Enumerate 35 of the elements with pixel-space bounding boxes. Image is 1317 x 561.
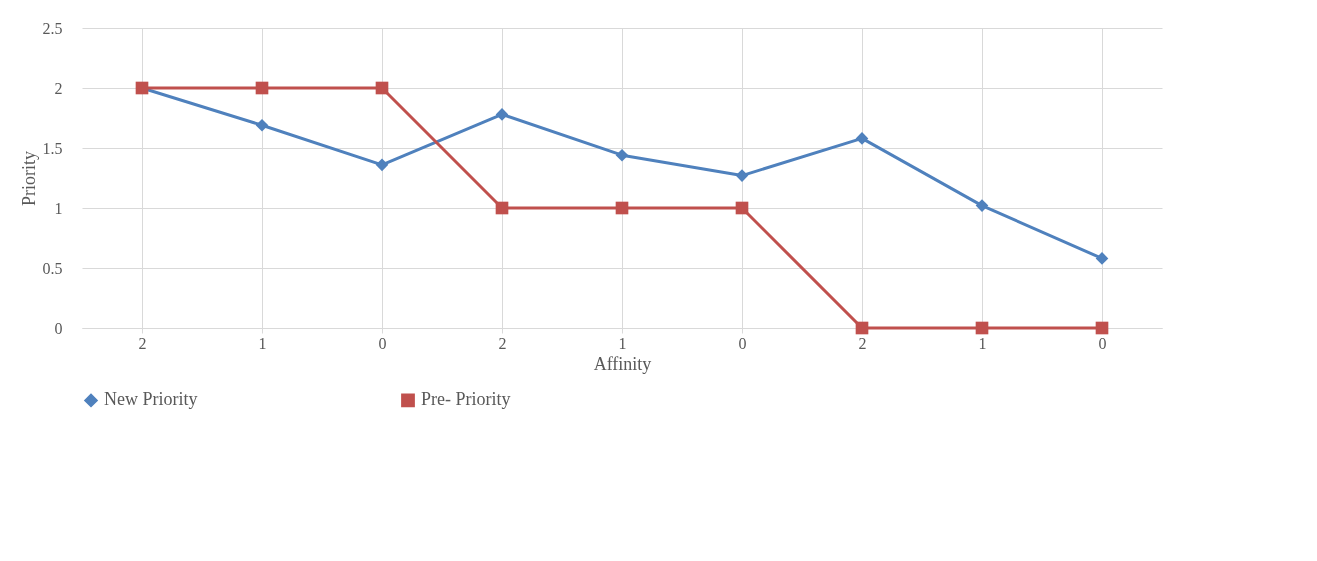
y-tick-label: 0 — [54, 319, 63, 337]
x-tick-label: 0 — [1098, 334, 1107, 352]
x-tick-label: 0 — [378, 334, 387, 352]
point — [1095, 252, 1109, 265]
x-tick-label: 1 — [618, 334, 627, 352]
y-axis-title: Priority — [18, 150, 39, 207]
point — [615, 148, 629, 162]
point — [615, 201, 629, 215]
point — [375, 81, 389, 95]
x-tick-label: 2 — [858, 334, 867, 352]
point — [975, 199, 989, 212]
y-tick-label: 2 — [54, 79, 63, 97]
y-tick-label: 1 — [54, 199, 63, 217]
point — [255, 81, 269, 95]
y-tick-label: 2.5 — [42, 19, 63, 37]
x-tick-label: 1 — [258, 334, 267, 352]
point — [255, 118, 269, 132]
point — [1095, 321, 1109, 335]
point — [975, 321, 989, 335]
legend-label: New Priority — [104, 389, 198, 410]
point — [855, 132, 869, 145]
point — [735, 169, 749, 182]
y-tick-label: 0.5 — [42, 259, 63, 277]
point — [495, 108, 509, 121]
x-tick-label: 0 — [738, 334, 747, 352]
x-tick-label: 2 — [138, 334, 147, 352]
point — [855, 321, 869, 335]
x-axis-title: Affinity — [593, 353, 652, 374]
x-tick-label: 1 — [978, 334, 987, 352]
x-tick-label: 2 — [498, 334, 507, 352]
y-tick-label: 1.5 — [42, 139, 63, 157]
legend-label: Pre- Priority — [421, 389, 511, 410]
point — [495, 201, 509, 215]
point — [735, 201, 749, 215]
point — [375, 158, 389, 172]
